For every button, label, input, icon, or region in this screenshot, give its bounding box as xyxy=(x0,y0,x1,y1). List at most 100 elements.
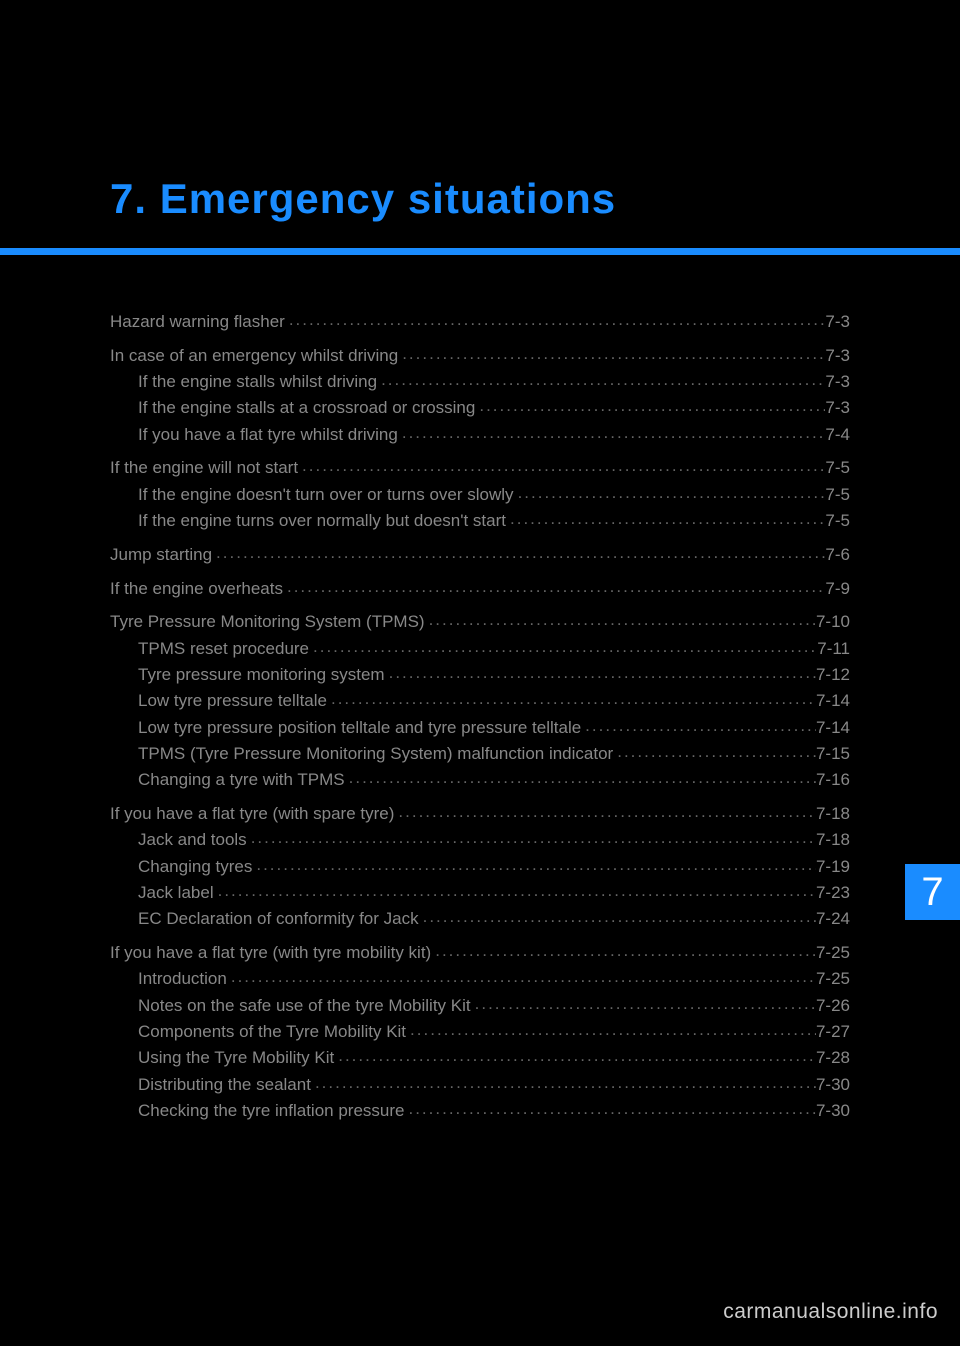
toc-label: Hazard warning flasher xyxy=(110,310,285,334)
toc-page: 7-10 xyxy=(816,610,850,634)
toc-label: If the engine stalls whilst driving xyxy=(138,370,377,394)
toc-page: 7-3 xyxy=(825,344,850,368)
toc-entry: Changing a tyre with TPMS 7-16 xyxy=(110,768,850,792)
toc-leader-dots xyxy=(404,1099,815,1121)
toc-label: Tyre pressure monitoring system xyxy=(138,663,385,687)
toc-label: In case of an emergency whilst driving xyxy=(110,344,398,368)
title-underline xyxy=(0,248,960,255)
toc-leader-dots xyxy=(227,967,816,989)
toc-page: 7-18 xyxy=(816,828,850,852)
toc-leader-dots xyxy=(212,543,825,565)
toc-label: Jump starting xyxy=(110,543,212,567)
section-number-tab: 7 xyxy=(905,864,960,920)
toc-label: Checking the tyre inflation pressure xyxy=(138,1099,404,1123)
toc-entry: Changing tyres 7-19 xyxy=(110,855,850,879)
toc-page: 7-19 xyxy=(816,855,850,879)
toc-label: If the engine stalls at a crossroad or c… xyxy=(138,396,475,420)
toc-label: Low tyre pressure position telltale and … xyxy=(138,716,581,740)
toc-label: If the engine overheats xyxy=(110,577,283,601)
toc-page: 7-25 xyxy=(816,941,850,965)
toc-label: TPMS reset procedure xyxy=(138,637,309,661)
toc-page: 7-18 xyxy=(816,802,850,826)
toc-entry: TPMS reset procedure 7-11 xyxy=(110,637,850,661)
toc-page: 7-3 xyxy=(825,396,850,420)
toc-label: Changing tyres xyxy=(138,855,252,879)
toc-leader-dots xyxy=(334,1046,816,1068)
toc-entry: Jump starting 7-6 xyxy=(110,543,850,567)
toc-page: 7-30 xyxy=(816,1073,850,1097)
toc-leader-dots xyxy=(471,994,816,1016)
toc-label: EC Declaration of conformity for Jack xyxy=(138,907,419,931)
toc-container: Hazard warning flasher 7-3 In case of an … xyxy=(110,310,850,1125)
toc-leader-dots xyxy=(377,370,825,392)
toc-entry: If the engine stalls at a crossroad or c… xyxy=(110,396,850,420)
toc-entry: Notes on the safe use of the tyre Mobili… xyxy=(110,994,850,1018)
page-container: 7. Emergency situations Hazard warning f… xyxy=(0,0,960,1346)
toc-page: 7-4 xyxy=(825,423,850,447)
toc-entry: Low tyre pressure position telltale and … xyxy=(110,716,850,740)
toc-label: Jack and tools xyxy=(138,828,247,852)
toc-page: 7-27 xyxy=(816,1020,850,1044)
toc-label: Low tyre pressure telltale xyxy=(138,689,327,713)
toc-entry: Checking the tyre inflation pressure 7-3… xyxy=(110,1099,850,1123)
toc-leader-dots xyxy=(394,802,816,824)
toc-label: Using the Tyre Mobility Kit xyxy=(138,1046,334,1070)
toc-leader-dots xyxy=(285,310,826,332)
toc-entry: Distributing the sealant 7-30 xyxy=(110,1073,850,1097)
toc-page: 7-28 xyxy=(816,1046,850,1070)
toc-page: 7-24 xyxy=(816,907,850,931)
toc-leader-dots xyxy=(475,396,825,418)
toc-entry: Introduction 7-25 xyxy=(110,967,850,991)
toc-entry: Tyre pressure monitoring system 7-12 xyxy=(110,663,850,687)
toc-entry: If you have a flat tyre whilst driving 7… xyxy=(110,423,850,447)
toc-label: Changing a tyre with TPMS xyxy=(138,768,345,792)
toc-page: 7-11 xyxy=(817,637,850,661)
toc-leader-dots xyxy=(425,610,816,632)
toc-leader-dots xyxy=(252,855,816,877)
toc-leader-dots xyxy=(406,1020,816,1042)
toc-page: 7-14 xyxy=(816,716,850,740)
toc-page: 7-16 xyxy=(816,768,850,792)
toc-label: If you have a flat tyre whilst driving xyxy=(138,423,398,447)
toc-label: Tyre Pressure Monitoring System (TPMS) xyxy=(110,610,425,634)
toc-entry: If you have a flat tyre (with spare tyre… xyxy=(110,802,850,826)
chapter-title: 7. Emergency situations xyxy=(110,175,616,223)
toc-page: 7-30 xyxy=(816,1099,850,1123)
toc-leader-dots xyxy=(309,637,817,659)
toc-leader-dots xyxy=(419,907,816,929)
toc-entry: Using the Tyre Mobility Kit 7-28 xyxy=(110,1046,850,1070)
toc-leader-dots xyxy=(327,689,816,711)
toc-label: Distributing the sealant xyxy=(138,1073,311,1097)
toc-page: 7-5 xyxy=(825,456,850,480)
toc-entry: If the engine overheats 7-9 xyxy=(110,577,850,601)
toc-entry: TPMS (Tyre Pressure Monitoring System) m… xyxy=(110,742,850,766)
toc-leader-dots xyxy=(581,716,816,738)
toc-label: If you have a flat tyre (with spare tyre… xyxy=(110,802,394,826)
toc-entry: If the engine stalls whilst driving 7-3 xyxy=(110,370,850,394)
toc-leader-dots xyxy=(247,828,816,850)
toc-leader-dots xyxy=(298,456,825,478)
toc-page: 7-26 xyxy=(816,994,850,1018)
toc-entry: If you have a flat tyre (with tyre mobil… xyxy=(110,941,850,965)
toc-label: If the engine turns over normally but do… xyxy=(138,509,506,533)
toc-entry: Low tyre pressure telltale 7-14 xyxy=(110,689,850,713)
watermark-text: carmanualsonline.info xyxy=(723,1300,938,1324)
toc-leader-dots xyxy=(514,483,826,505)
section-number: 7 xyxy=(921,870,943,915)
toc-leader-dots xyxy=(385,663,816,685)
toc-leader-dots xyxy=(506,509,825,531)
toc-leader-dots xyxy=(398,344,825,366)
toc-page: 7-15 xyxy=(816,742,850,766)
toc-leader-dots xyxy=(398,423,826,445)
toc-label: If you have a flat tyre (with tyre mobil… xyxy=(110,941,431,965)
toc-label: Jack label xyxy=(138,881,214,905)
toc-label: Notes on the safe use of the tyre Mobili… xyxy=(138,994,471,1018)
toc-label: If the engine will not start xyxy=(110,456,298,480)
toc-leader-dots xyxy=(345,768,816,790)
toc-leader-dots xyxy=(283,577,825,599)
toc-entry: Components of the Tyre Mobility Kit 7-27 xyxy=(110,1020,850,1044)
toc-page: 7-6 xyxy=(825,543,850,567)
toc-entry: Jack label 7-23 xyxy=(110,881,850,905)
toc-label: If the engine doesn't turn over or turns… xyxy=(138,483,514,507)
toc-page: 7-14 xyxy=(816,689,850,713)
